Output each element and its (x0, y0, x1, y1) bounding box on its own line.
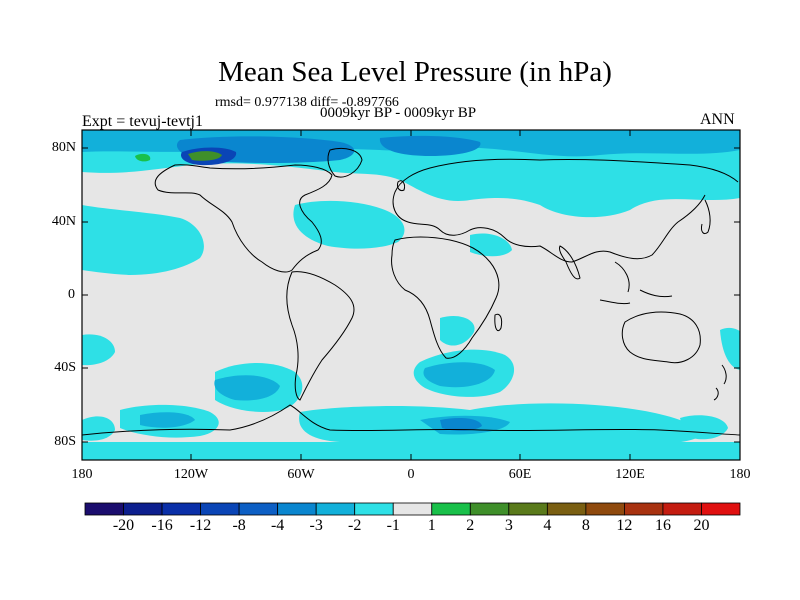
lat-label: 40N (51, 214, 76, 229)
lat-label: 0 (68, 287, 75, 302)
colorbar-swatch (624, 502, 664, 516)
lat-label: 40S (54, 360, 76, 375)
colorbar-swatch (200, 502, 240, 516)
coast-north-america (154, 164, 333, 273)
coast-india (559, 245, 581, 280)
colorbar-label: 4 (543, 517, 552, 534)
colorbar-label: 16 (654, 517, 671, 534)
colorbar-swatch (662, 502, 702, 516)
lon-label: 120W (173, 467, 209, 482)
colorbar-label: 1 (427, 517, 436, 534)
coast-japan (701, 199, 711, 235)
coastlines (81, 147, 741, 436)
colorbar-label: -4 (270, 517, 285, 534)
lon-label: 120E (615, 467, 645, 482)
coast-southeast-asia (599, 261, 673, 305)
colorbar-swatch (315, 502, 356, 516)
colorbar-label: -16 (151, 517, 173, 534)
period-label: 0009kyr BP - 0009kyr BP (320, 105, 477, 121)
experiment-label: Expt = tevuj-tevtj1 (82, 113, 203, 130)
axis-ticks (82, 130, 740, 460)
stats-line: rmsd= 0.977138 diff= -0.897766 (215, 95, 399, 110)
colorbar-swatch (701, 502, 741, 516)
lat-label: 80N (51, 140, 76, 155)
map-title: Mean Sea Level Pressure (in hPa) (218, 56, 612, 88)
colorbar-label: -20 (112, 517, 135, 534)
coast-greenland (327, 147, 363, 178)
colorbar-swatch (354, 502, 394, 516)
colorbar-label: 2 (466, 517, 475, 534)
colorbar-label: -8 (232, 517, 246, 534)
colorbar-label: -12 (189, 517, 212, 534)
lon-label: 180 (729, 467, 751, 482)
colorbar-swatch (585, 502, 625, 516)
colorbar-label: -2 (348, 517, 362, 534)
coast-europe-asia (392, 158, 739, 263)
colorbar-label: 20 (693, 517, 710, 534)
colorbar-swatch (123, 502, 163, 516)
coast-new-zealand (713, 364, 727, 401)
colorbar-label: -1 (386, 517, 400, 534)
colorbar-swatch (238, 502, 279, 516)
lon-label: 180 (71, 467, 93, 482)
colorbar-label: 3 (504, 517, 513, 534)
colorbar-swatch (84, 502, 124, 516)
colorbar-label: -3 (309, 517, 323, 534)
colorbar-swatch (431, 502, 471, 516)
colorbar-swatch (546, 502, 587, 516)
map-panel (81, 129, 741, 461)
colorbar-label: 12 (616, 517, 633, 534)
coast-uk (397, 180, 405, 191)
colorbar-swatch (392, 502, 433, 516)
colorbar-label: 8 (581, 517, 590, 534)
lon-label: 60E (508, 467, 532, 482)
colorbar-swatch (469, 502, 510, 516)
coast-antarctica (81, 404, 741, 436)
coast-australia (621, 311, 701, 364)
lat-label: 80S (54, 434, 76, 449)
colorbar (84, 502, 741, 516)
coast-madagascar (494, 313, 503, 332)
coast-south-america (286, 271, 355, 401)
colorbar-swatch (508, 502, 548, 516)
colorbar-swatch (161, 502, 201, 516)
coast-africa (391, 236, 500, 359)
lon-label: 0 (407, 467, 415, 482)
lon-label: 60W (287, 467, 315, 482)
colorbar-swatch (277, 502, 317, 516)
contour-greenland (135, 147, 237, 166)
season-label: ANN (700, 111, 735, 128)
